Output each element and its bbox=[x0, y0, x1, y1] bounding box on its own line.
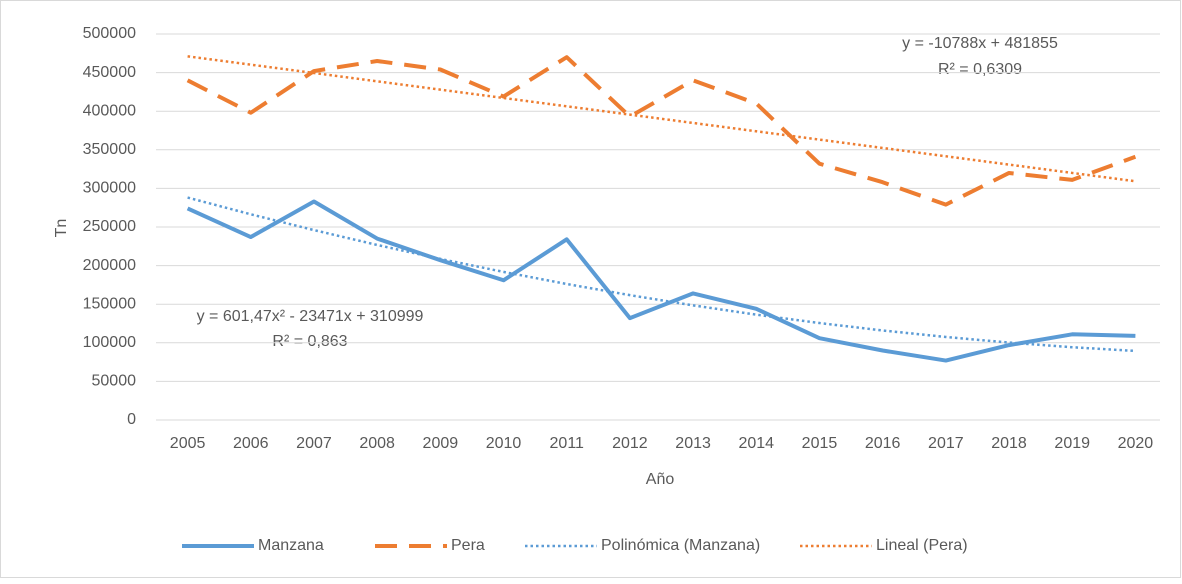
annotation: R² = 0,863 bbox=[272, 333, 347, 350]
y-tick-label: 100000 bbox=[83, 334, 136, 351]
y-tick-label: 200000 bbox=[83, 257, 136, 274]
y-tick-label: 250000 bbox=[83, 218, 136, 235]
x-tick-label: 2010 bbox=[486, 435, 522, 452]
x-tick-label: 2014 bbox=[738, 435, 774, 452]
y-tick-label: 350000 bbox=[83, 141, 136, 158]
y-tick-label: 0 bbox=[127, 411, 136, 428]
annotation: y = -10788x + 481855 bbox=[902, 35, 1058, 52]
x-tick-label: 2017 bbox=[928, 435, 964, 452]
line-series bbox=[187, 196, 1136, 353]
y-axis-title: Tn bbox=[53, 219, 70, 238]
legend-label: Polinómica (Manzana) bbox=[601, 537, 760, 554]
legend-label: Pera bbox=[451, 537, 485, 554]
y-tick-label: 300000 bbox=[83, 180, 136, 197]
y-tick-label: 50000 bbox=[92, 373, 137, 390]
x-tick-label: 2018 bbox=[991, 435, 1027, 452]
line-series bbox=[186, 55, 1137, 207]
x-tick-label: 2006 bbox=[233, 435, 269, 452]
x-tick-label: 2016 bbox=[865, 435, 901, 452]
annotation: y = 601,47x² - 23471x + 310999 bbox=[197, 308, 424, 325]
line-series bbox=[186, 199, 1136, 363]
x-tick-label: 2012 bbox=[612, 435, 648, 452]
x-tick-label: 2008 bbox=[359, 435, 395, 452]
y-tick-label: 500000 bbox=[83, 25, 136, 42]
y-tick-label: 400000 bbox=[83, 102, 136, 119]
x-tick-label: 2005 bbox=[170, 435, 206, 452]
x-tick-label: 2020 bbox=[1118, 435, 1154, 452]
x-tick-label: 2019 bbox=[1054, 435, 1090, 452]
y-tick-label: 150000 bbox=[83, 295, 136, 312]
x-tick-label: 2013 bbox=[675, 435, 711, 452]
legend-label: Lineal (Pera) bbox=[876, 537, 968, 554]
x-axis-title: Año bbox=[646, 471, 675, 488]
x-tick-label: 2007 bbox=[296, 435, 332, 452]
y-tick-label: 450000 bbox=[83, 64, 136, 81]
x-tick-label: 2015 bbox=[802, 435, 838, 452]
annotation: R² = 0,6309 bbox=[938, 61, 1022, 78]
x-tick-label: 2009 bbox=[423, 435, 459, 452]
legend-label: Manzana bbox=[258, 537, 324, 554]
x-tick-label: 2011 bbox=[550, 435, 585, 452]
